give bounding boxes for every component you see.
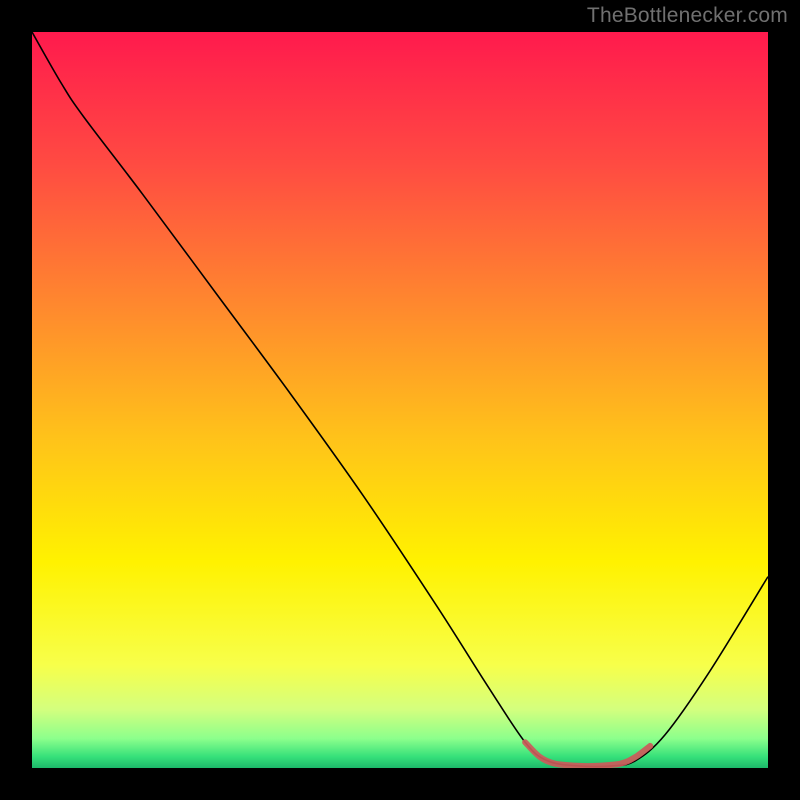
gradient-rect	[32, 32, 768, 768]
chart-plot	[32, 32, 768, 768]
chart-container: TheBottlenecker.com	[0, 0, 800, 800]
watermark-text: TheBottlenecker.com	[587, 4, 788, 28]
